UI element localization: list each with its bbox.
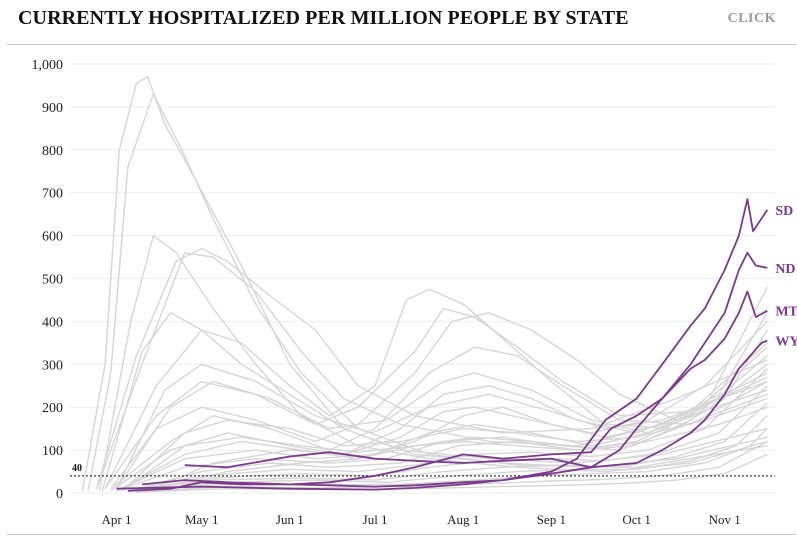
y-tick-label: 900 [42,101,63,116]
y-tick-label: 1,000 [32,58,64,73]
y-tick-label: 100 [42,444,63,459]
x-tick-label: Jul 1 [363,512,388,527]
highlighted-series-lines [116,198,769,492]
y-tick-label: 500 [42,273,63,288]
grid-lines [70,63,775,494]
y-tick-label: 0 [56,487,63,502]
y-axis-labels: 0 100 200 300 400 500 600 700 800 900 1,000 [32,58,64,502]
series-line-nd [116,251,768,491]
background-series-line [121,406,768,492]
background-series-line [147,346,768,492]
background-series-line [110,342,768,492]
header-divider [7,44,796,45]
chart-title: CURRENTLY HOSPITALIZED PER MILLION PEOPL… [18,7,629,29]
background-series-line [127,368,768,492]
y-tick-label: 800 [42,144,63,159]
background-series-line [147,320,768,492]
background-series-line [136,440,768,493]
background-series-line [87,93,768,492]
background-series-line [115,363,768,490]
series-line-wy [184,339,768,469]
background-series-line [127,385,768,492]
reference-line-group: 40 [70,463,775,477]
series-label-mt: MT [775,305,797,320]
y-tick-label: 300 [42,358,63,373]
x-tick-label: Apr 1 [101,512,131,527]
background-series-line [95,247,768,489]
x-tick-label: Oct 1 [622,512,651,527]
series-labels: SD ND MT WY [775,204,797,350]
background-series-line [121,397,768,492]
reference-line-label: 40 [72,463,82,474]
series-label-nd: ND [775,262,795,277]
background-series-line [95,252,768,489]
x-tick-label: Aug 1 [447,512,479,527]
background-series-line [101,312,768,492]
background-series-line [98,234,768,492]
x-tick-label: Sep 1 [537,512,566,527]
x-axis-labels: Apr 1 May 1 Jun 1 Jul 1 Aug 1 Sep 1 Oct 1 Nov 1 [101,512,740,527]
background-series-line [110,346,768,490]
footer-divider [7,534,796,535]
x-tick-label: May 1 [185,512,219,527]
series-label-wy: WY [775,335,797,350]
background-series-line [127,355,768,492]
background-series-line [127,402,768,492]
x-tick-label: Jun 1 [276,512,304,527]
y-tick-label: 700 [42,187,63,202]
y-tick-label: 200 [42,401,63,416]
background-series-line [104,288,768,490]
y-tick-label: 400 [42,315,63,330]
series-line-sd [127,198,769,492]
background-series-lines [81,76,768,493]
series-label-sd: SD [775,204,793,219]
x-tick-label: Nov 1 [709,512,741,527]
background-series-line [116,312,768,492]
background-series-line [127,415,768,492]
y-tick-label: 600 [42,230,63,245]
click-button[interactable]: CLICK [727,11,776,26]
background-series-line [110,312,768,490]
series-line-mt [142,290,768,486]
